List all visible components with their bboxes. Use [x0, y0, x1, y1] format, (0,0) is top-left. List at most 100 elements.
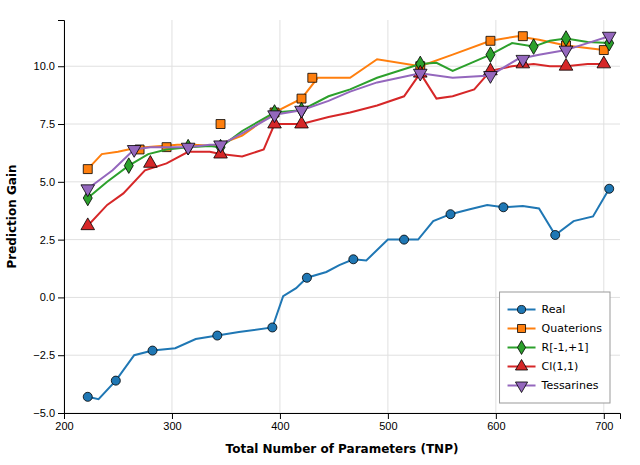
y-tick: 2.5 [40, 234, 64, 246]
legend-item: R[-1,+1] [508, 341, 589, 355]
marker [602, 32, 616, 44]
y-tick-mark [58, 182, 64, 183]
chart: 200300400500600700−5.0−2.50.02.55.07.510… [0, 0, 640, 465]
y-tick-mark [58, 413, 64, 414]
legend-label: Tessarines [541, 379, 599, 392]
marker [562, 31, 571, 47]
y-tick-mark [58, 124, 64, 125]
x-grid-line [279, 20, 280, 413]
x-tick: 700 [595, 413, 613, 432]
y-tick: 5.0 [40, 176, 64, 188]
marker [124, 158, 133, 174]
marker [413, 69, 427, 81]
legend-label: R[-1,+1] [542, 341, 589, 354]
y-grid-line [64, 66, 620, 67]
marker [216, 120, 225, 129]
y-axis-title: Prediction Gain [5, 164, 19, 268]
marker [551, 230, 560, 239]
marker [81, 218, 95, 230]
legend-label: Quaterions [542, 322, 603, 335]
x-tick: 500 [379, 413, 397, 432]
x-tick-mark [604, 413, 605, 419]
marker [213, 331, 222, 340]
y-tick: −2.5 [33, 349, 64, 361]
x-tick-label: 300 [163, 420, 181, 432]
series-markers [81, 32, 616, 196]
x-tick-mark [388, 413, 389, 419]
y-grid-line [64, 239, 620, 240]
y-tick: −5.0 [33, 407, 64, 419]
grid [64, 20, 620, 413]
marker [83, 392, 92, 401]
x-tick: 400 [271, 413, 289, 432]
marker [295, 106, 309, 118]
y-tick: 10.0 [34, 60, 64, 72]
x-tick-label: 500 [379, 420, 397, 432]
legend-label: Cl(1,1) [542, 360, 579, 373]
y-tick-mark [58, 355, 64, 356]
series-markers [81, 56, 611, 230]
series-markers [83, 31, 613, 206]
x-grid-line [171, 20, 172, 413]
legend-label: Real [542, 303, 566, 316]
x-tick-label: 600 [487, 420, 505, 432]
legend-frame [500, 292, 610, 403]
marker [214, 141, 228, 153]
marker [148, 346, 157, 355]
x-tick-mark [280, 413, 281, 419]
marker [400, 235, 409, 244]
legend-item: Real [508, 303, 566, 316]
x-tick-label: 200 [55, 420, 73, 432]
marker [446, 210, 455, 219]
plot: 200300400500600700−5.0−2.50.02.55.07.510… [33, 20, 620, 432]
marker [486, 47, 495, 63]
legend-swatch-marker [515, 382, 527, 393]
y-tick-label: 10.0 [34, 60, 55, 72]
y-tick-mark [58, 297, 64, 298]
marker [111, 376, 120, 385]
legend-item: Cl(1,1) [508, 359, 579, 373]
marker [516, 55, 530, 67]
series-markers [83, 32, 608, 174]
x-tick-mark [496, 413, 497, 419]
marker [308, 73, 317, 82]
y-axis-line [58, 21, 65, 414]
x-tick: 300 [163, 413, 181, 432]
x-axis-line [65, 414, 621, 420]
marker [486, 36, 495, 45]
legend-swatch-marker [518, 341, 526, 355]
x-axis-title: Total Number of Parameters (TNP) [226, 442, 459, 456]
marker [181, 143, 195, 155]
marker [81, 185, 95, 197]
x-tick-label: 400 [271, 420, 289, 432]
x-tick-mark [172, 413, 173, 419]
y-grid-line [64, 124, 620, 125]
y-tick-label: 2.5 [40, 234, 55, 246]
y-tick-label: 0.0 [40, 291, 55, 303]
marker [559, 58, 573, 70]
marker [499, 203, 508, 212]
marker [529, 39, 538, 55]
marker [484, 72, 498, 84]
marker [518, 32, 527, 41]
x-grid-line [387, 20, 388, 413]
x-axis: 200 300 400 500 600 700 [55, 413, 620, 432]
marker [83, 165, 92, 174]
y-tick-label: −2.5 [33, 349, 55, 361]
marker [302, 273, 311, 282]
legend-item: Tessarines [508, 379, 599, 392]
y-grid-line [64, 181, 620, 182]
y-tick-mark [58, 240, 64, 241]
legend-swatch-marker [515, 359, 527, 370]
series-line [88, 36, 609, 189]
marker [268, 111, 282, 123]
marker [349, 255, 358, 264]
legend: Real Quaterions R[-1,+1] Cl(1,1) Tessarines [500, 292, 610, 403]
marker [268, 323, 277, 332]
x-tick-label: 700 [595, 420, 613, 432]
x-grid-line [495, 20, 496, 413]
y-tick-label: 5.0 [40, 176, 55, 188]
legend-item: Quaterions [508, 322, 603, 335]
marker [516, 56, 530, 68]
x-tick: 600 [487, 413, 505, 432]
